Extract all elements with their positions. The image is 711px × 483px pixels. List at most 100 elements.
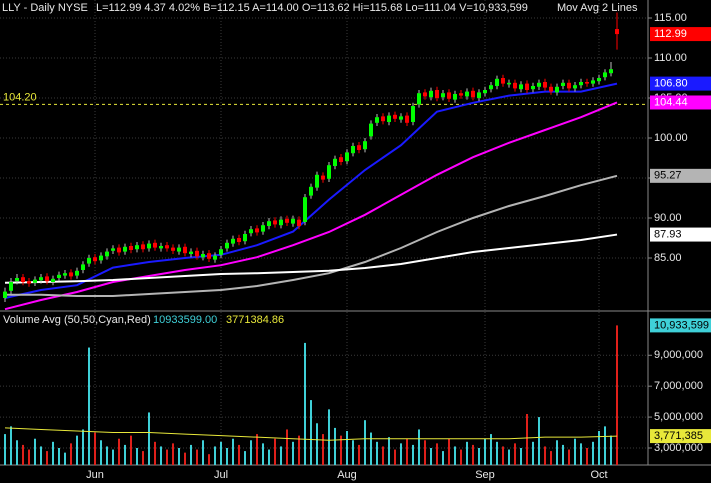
candle-body (537, 82, 541, 87)
candle-body (405, 115, 409, 123)
candle-body (381, 116, 385, 122)
volume-bar (382, 446, 384, 465)
ma-end-label: 106.80 (654, 78, 688, 90)
volume-bar (610, 435, 612, 465)
candle-body (573, 85, 577, 89)
volume-avg-text: 3771384.86 (226, 314, 284, 326)
last-price-label-box (650, 27, 711, 42)
candle-body (399, 116, 403, 120)
candle-body (369, 123, 373, 137)
volume-bar (358, 444, 360, 465)
candle-body (567, 82, 571, 89)
candle-body (159, 246, 163, 249)
candle-body (249, 229, 253, 234)
candle-body (117, 247, 121, 253)
candle-body (261, 225, 265, 232)
candle-body (147, 243, 151, 249)
candle-body (213, 255, 217, 260)
candle-body (69, 272, 73, 277)
volume-bar (568, 449, 570, 465)
volume-bar (556, 440, 558, 465)
ma-end-label: 95.27 (654, 170, 682, 182)
candle-body (255, 228, 259, 233)
volume-bar (520, 448, 522, 465)
volume-tick-label: 3,000,000 (654, 442, 703, 454)
candle-body (555, 86, 559, 93)
candle-body (411, 106, 415, 122)
candle-body (459, 93, 463, 96)
volume-bar (328, 409, 330, 465)
candle-body (231, 238, 235, 244)
y-tick-label: 110.00 (654, 52, 687, 64)
volume-bar (196, 449, 198, 465)
candle-body (3, 291, 7, 298)
volume-bar (508, 449, 510, 465)
candle-body (363, 141, 367, 150)
volume-avg-line (4, 427, 618, 441)
marks (0, 12, 648, 465)
volume-bar (586, 448, 588, 465)
volume-bar (82, 429, 84, 465)
candle-body (39, 277, 43, 281)
volume-bar (442, 451, 444, 465)
volume-bar (580, 443, 582, 465)
candle-body (339, 157, 343, 162)
x-tick-label: Jun (86, 469, 104, 481)
volume-bar (58, 448, 60, 465)
volume-bar (550, 451, 552, 465)
candle-body (219, 249, 223, 255)
volume-tick-label: 9,000,000 (654, 349, 703, 361)
volume-bar (34, 438, 36, 465)
candle-body (501, 78, 505, 84)
candle-body (9, 282, 13, 291)
candle-body (591, 80, 595, 84)
volume-bar (370, 432, 372, 465)
candle-body (201, 254, 205, 258)
candle-body (177, 247, 181, 252)
candle-body (123, 246, 127, 252)
volume-bar (388, 437, 390, 465)
volume-bar (202, 440, 204, 465)
volume-bar (592, 441, 594, 465)
symbol: LLY - Daily NYSE (2, 2, 88, 14)
volume-bar (28, 449, 30, 465)
ma-end-label: 104.44 (654, 96, 688, 108)
volume-bar (4, 434, 6, 465)
volume-bar (208, 454, 210, 465)
volume-bar (526, 414, 528, 465)
candle-body (447, 92, 451, 99)
volume-bar (280, 446, 282, 465)
candle-body (279, 219, 283, 226)
volume-bar (376, 441, 378, 465)
volume-bar (412, 444, 414, 465)
y-tick-label: 115.00 (654, 12, 687, 24)
volume-bar (430, 448, 432, 465)
candle-body (351, 146, 355, 154)
volume-bar (310, 400, 312, 465)
volume-bar (256, 434, 258, 465)
candle-body (285, 218, 289, 223)
moving-average-line (4, 82, 618, 299)
candle-body (327, 165, 331, 179)
candle-body (453, 94, 457, 100)
volume-bar (148, 412, 150, 465)
candle-body (489, 85, 493, 90)
volume-bar (142, 451, 144, 465)
candle-body (615, 29, 619, 35)
volume-bar (76, 435, 78, 465)
candle-body (135, 245, 139, 250)
candle-body (183, 246, 187, 254)
volume-bar (40, 446, 42, 465)
candle-body (207, 253, 211, 259)
volume-bar (238, 444, 240, 465)
candle-body (465, 91, 469, 97)
volume-avg-label: 3,771,385 (654, 430, 703, 442)
candle-body (321, 175, 325, 180)
candle-body (513, 82, 517, 89)
volume-bar (478, 448, 480, 465)
candle-body (549, 86, 553, 92)
volume-bar (244, 451, 246, 465)
level-label: 104.20 (3, 91, 37, 103)
volume-bar (64, 452, 66, 465)
candle-body (243, 234, 247, 242)
